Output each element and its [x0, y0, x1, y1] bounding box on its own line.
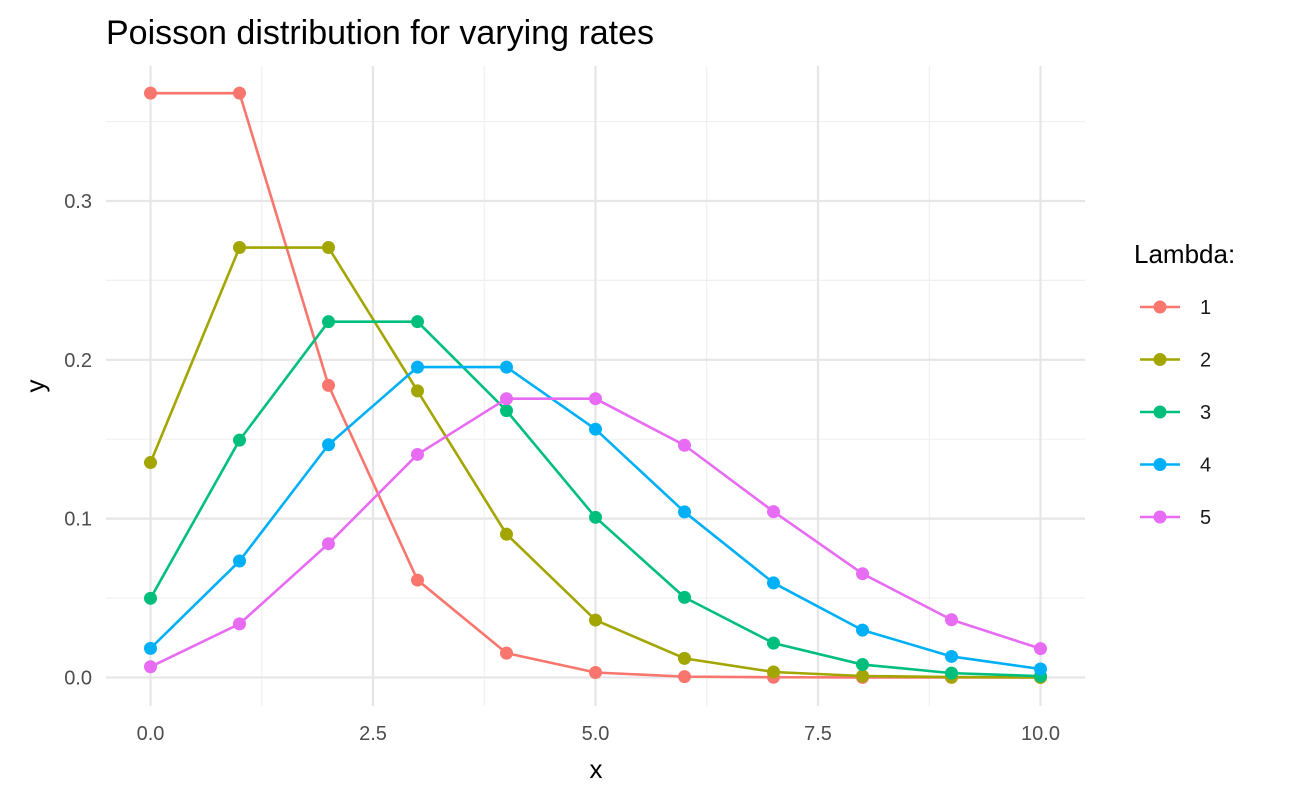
x-tick-label: 5.0: [582, 723, 610, 745]
data-point: [411, 573, 424, 587]
legend-key-point: [1153, 353, 1167, 366]
data-point: [144, 456, 157, 470]
data-point: [500, 360, 513, 374]
legend-label: 5: [1200, 507, 1211, 529]
data-point: [856, 623, 869, 637]
grid: [106, 66, 1085, 706]
x-tick-labels: 0.0 2.5 5.0 7.5 10.0: [137, 723, 1060, 745]
data-point: [1034, 642, 1047, 656]
legend-item-5: 5: [1140, 507, 1211, 529]
legend-item-4: 4: [1140, 455, 1211, 477]
data-point: [233, 86, 246, 100]
data-point: [589, 422, 602, 436]
data-point: [589, 665, 602, 679]
data-point: [500, 392, 513, 406]
series-lambda-3: [144, 315, 1047, 683]
data-point: [322, 241, 335, 255]
data-point: [589, 392, 602, 406]
data-point: [411, 447, 424, 461]
data-point: [856, 658, 869, 672]
legend-label: 1: [1200, 297, 1211, 319]
data-point: [233, 241, 246, 255]
series-lambda-5: [144, 392, 1047, 674]
data-point: [767, 636, 780, 650]
data-point: [678, 505, 691, 519]
y-tick-label: 0.3: [64, 191, 92, 213]
legend-item-1: 1: [1140, 297, 1211, 319]
data-point: [144, 591, 157, 605]
data-point: [411, 360, 424, 374]
data-point: [500, 404, 513, 418]
data-point: [322, 315, 335, 329]
data-point: [233, 554, 246, 568]
data-point: [1034, 662, 1047, 676]
legend-item-3: 3: [1140, 402, 1211, 424]
data-point: [411, 315, 424, 329]
y-tick-label: 0.1: [64, 509, 92, 531]
x-axis-title: x: [590, 754, 603, 784]
data-point: [678, 670, 691, 684]
data-point: [589, 510, 602, 524]
y-tick-label: 0.2: [64, 350, 92, 372]
data-point: [589, 613, 602, 627]
series-lambda-4: [144, 360, 1047, 676]
legend-key-point: [1153, 405, 1167, 419]
data-point: [322, 438, 335, 452]
legend-key-point: [1153, 510, 1167, 524]
data-point: [678, 590, 691, 604]
x-tick-label: 10.0: [1021, 723, 1060, 745]
y-tick-labels: 0.0 0.1 0.2 0.3: [64, 191, 92, 689]
data-point: [945, 666, 958, 680]
legend-key-point: [1153, 458, 1167, 471]
chart-title: Poisson distribution for varying rates: [106, 14, 654, 52]
legend-key-point: [1153, 300, 1167, 314]
data-point: [767, 505, 780, 519]
legend-label: 3: [1200, 402, 1211, 424]
legend-item-2: 2: [1140, 350, 1211, 372]
legend-label: 4: [1200, 455, 1211, 477]
series-layer: [144, 86, 1047, 684]
data-point: [678, 651, 691, 665]
data-point: [945, 613, 958, 627]
data-point: [945, 649, 958, 663]
series-lambda-2: [144, 241, 1047, 684]
legend: Lambda: 1 2 3 4 5: [1134, 239, 1235, 529]
data-point: [322, 378, 335, 392]
data-point: [767, 576, 780, 590]
y-axis-title: y: [20, 380, 50, 393]
x-tick-label: 7.5: [804, 723, 832, 745]
data-point: [678, 438, 691, 452]
data-point: [856, 567, 869, 581]
data-point: [767, 665, 780, 679]
data-point: [322, 537, 335, 551]
legend-title: Lambda:: [1134, 239, 1235, 269]
data-point: [233, 433, 246, 447]
data-point: [144, 86, 157, 100]
data-point: [856, 669, 869, 683]
y-tick-label: 0.0: [64, 667, 92, 689]
legend-label: 2: [1200, 350, 1211, 372]
data-point: [144, 641, 157, 655]
data-point: [411, 384, 424, 398]
data-point: [500, 527, 513, 541]
data-point: [144, 660, 157, 674]
data-point: [233, 617, 246, 631]
data-point: [500, 646, 513, 660]
x-tick-label: 0.0: [137, 723, 165, 745]
x-tick-label: 2.5: [359, 723, 387, 745]
